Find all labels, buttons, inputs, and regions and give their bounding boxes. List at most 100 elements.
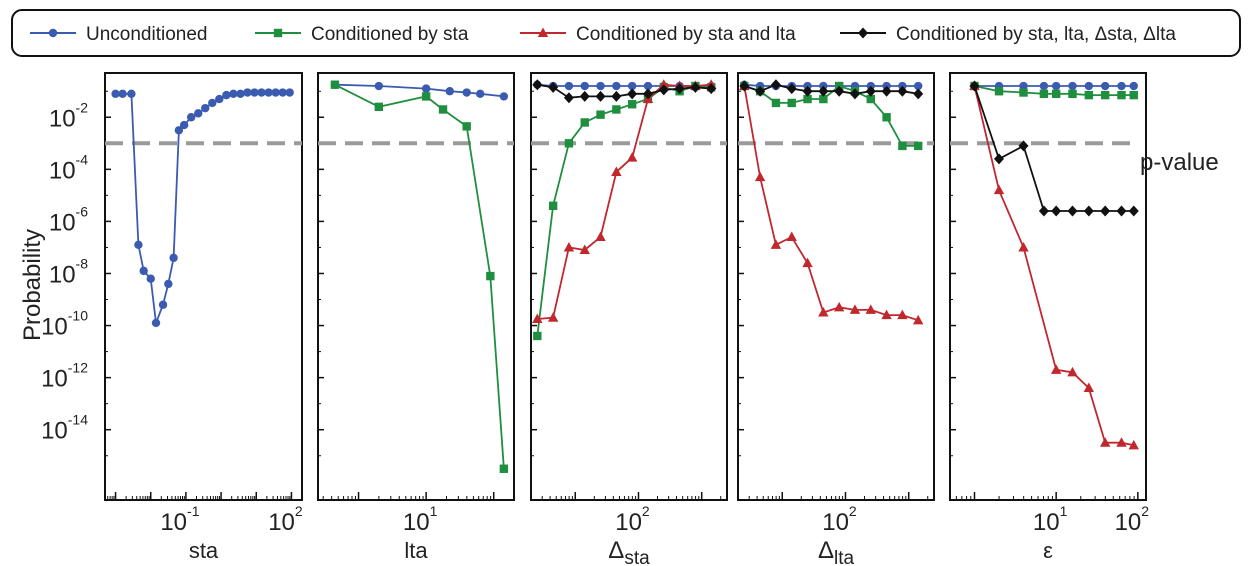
x-tick-label: 10-1 — [160, 503, 199, 536]
x-axis-label: Δlta — [818, 537, 855, 566]
y-tick-label: 10-12 — [41, 360, 88, 393]
data-point — [866, 94, 875, 104]
data-point — [374, 81, 384, 91]
data-point — [1128, 205, 1139, 217]
data-point — [596, 81, 605, 91]
data-point — [611, 90, 622, 102]
x-axis-label: sta — [189, 538, 219, 563]
series-all — [739, 79, 924, 100]
data-point — [802, 85, 813, 97]
series-line — [744, 84, 919, 147]
data-point — [421, 92, 431, 101]
x-axis-label: ε — [1043, 538, 1053, 563]
panel-frame — [737, 72, 935, 501]
data-point — [994, 87, 1004, 96]
series-line — [537, 83, 712, 320]
data-point — [1068, 89, 1077, 99]
series-sta — [533, 81, 716, 341]
data-point — [1050, 364, 1062, 374]
legend-marker — [273, 28, 283, 38]
data-point — [127, 89, 136, 99]
series-line — [744, 83, 919, 87]
legend-item-all: Conditioned by sta, lta, Δsta, Δlta — [840, 24, 1176, 45]
data-point — [139, 266, 148, 276]
x-tick-label: 102 — [1115, 503, 1150, 536]
data-point — [1099, 437, 1111, 447]
y-tick-label: 10-8 — [49, 255, 88, 288]
data-point — [1116, 205, 1127, 217]
data-point — [739, 80, 750, 92]
data-point — [111, 89, 120, 99]
series-line — [973, 85, 1134, 212]
legend-marker — [858, 27, 868, 39]
data-point — [897, 309, 908, 320]
data-point — [596, 110, 605, 119]
data-point — [1051, 205, 1062, 217]
series-unconditioned — [111, 88, 294, 328]
panel-5: 101 102 ε — [949, 72, 1150, 563]
legend-label: Conditioned by sta, lta, Δsta, Δlta — [896, 24, 1176, 45]
data-point — [786, 83, 797, 95]
data-point — [158, 300, 168, 309]
panel-frame — [317, 72, 515, 501]
legend-label: Conditioned by sta and lta — [576, 24, 796, 45]
data-point — [229, 89, 238, 99]
y-tick-label: 10-10 — [41, 308, 88, 341]
data-point — [642, 88, 653, 100]
data-point — [499, 464, 509, 473]
data-point — [643, 81, 653, 91]
data-point — [208, 98, 217, 108]
data-point — [674, 83, 685, 95]
series-line — [743, 85, 919, 322]
data-point — [865, 85, 876, 97]
data-point — [438, 105, 448, 114]
data-point — [580, 81, 589, 91]
x-tick-label: 101 — [1033, 503, 1068, 536]
data-point — [1129, 90, 1138, 100]
data-point — [164, 279, 173, 289]
data-point — [1117, 81, 1126, 91]
series-all — [532, 79, 717, 104]
y-tick-label: 10-14 — [41, 412, 88, 445]
data-point — [803, 94, 812, 104]
data-point — [533, 331, 542, 341]
data-point — [462, 122, 471, 131]
legend-item-sta_lta: Conditioned by sta and lta — [520, 24, 796, 45]
data-point — [787, 98, 796, 108]
data-point — [1039, 89, 1049, 99]
data-point — [1116, 437, 1127, 447]
x-tick-label: 102 — [615, 503, 650, 536]
data-point — [1129, 81, 1138, 91]
series-sta_lta — [532, 79, 717, 324]
data-point — [834, 85, 845, 97]
data-point — [1038, 205, 1049, 217]
data-point — [548, 81, 559, 93]
x-axis-label: lta — [404, 538, 428, 563]
data-point — [1019, 88, 1028, 97]
data-point — [476, 89, 485, 99]
data-point — [194, 109, 203, 118]
data-point — [151, 318, 161, 328]
data-point — [833, 301, 845, 312]
y-axis-label: Probability — [19, 229, 46, 341]
legend-frame — [11, 9, 1241, 57]
series-unconditioned — [330, 80, 509, 101]
data-point — [169, 253, 178, 263]
data-point — [563, 92, 574, 104]
data-point — [690, 81, 701, 93]
data-point — [595, 90, 606, 102]
x-tick-label: 101 — [403, 503, 438, 536]
data-point — [706, 83, 717, 95]
data-point — [1083, 205, 1094, 217]
data-point — [1100, 81, 1110, 91]
data-point — [658, 79, 669, 89]
data-point — [882, 113, 891, 122]
data-point — [1019, 81, 1028, 91]
data-point — [564, 81, 574, 91]
series-line — [973, 85, 1134, 447]
data-point — [612, 81, 621, 91]
data-point — [174, 126, 184, 135]
data-point — [499, 92, 509, 101]
